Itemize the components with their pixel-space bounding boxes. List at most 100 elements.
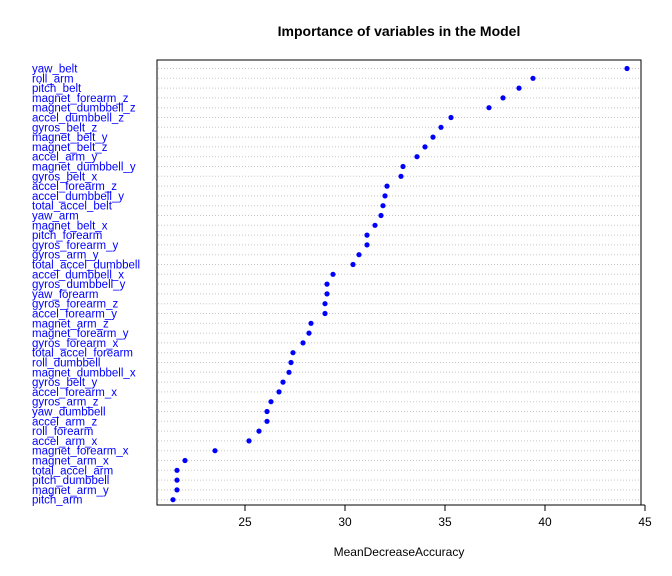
- variable-label: accel_dumbbell_y: [32, 191, 124, 203]
- variable-label: pitch_forearm: [32, 230, 102, 242]
- x-tick-label: 25: [238, 515, 252, 529]
- variable-label: magnet_forearm_z: [32, 93, 129, 105]
- data-point: [264, 408, 270, 415]
- variable-label: roll_arm: [32, 73, 74, 85]
- data-point: [380, 203, 386, 209]
- gridlines: [158, 68, 640, 501]
- data-point: [268, 399, 274, 405]
- variable-label: gyros_forearm_z: [32, 299, 119, 311]
- variable-label: roll_forearm: [32, 426, 93, 438]
- variable-label: yaw_forearm: [32, 289, 98, 301]
- variable-label: pitch_belt: [32, 83, 82, 95]
- data-point: [308, 320, 314, 326]
- variable-label: gyros_belt_x: [32, 171, 97, 183]
- variable-label: magnet_forearm_x: [32, 446, 129, 458]
- data-point: [448, 114, 454, 121]
- variable-label: gyros_arm_z: [32, 397, 99, 409]
- variable-label: roll_dumbbell: [32, 358, 100, 370]
- variable-label: yaw_belt: [32, 64, 78, 76]
- variable-label: accel_forearm_x: [32, 387, 117, 399]
- data-point: [324, 291, 330, 297]
- variable-label: total_accel_arm: [32, 465, 113, 477]
- data-point: [500, 95, 506, 101]
- variable-label: accel_arm_y: [32, 152, 97, 164]
- data-point: [400, 163, 406, 170]
- data-point: [174, 487, 180, 493]
- variable-label: accel_forearm_y: [32, 309, 117, 321]
- data-point: [372, 222, 378, 228]
- x-axis: 25 30 35 40 45: [238, 504, 652, 529]
- variable-label: magnet_dumbbell_z: [32, 103, 136, 115]
- variable-label: gyros_dumbbell_y: [32, 279, 126, 291]
- data-point: [414, 154, 420, 160]
- data-point: [364, 232, 370, 238]
- variable-label: gyros_forearm_y: [32, 240, 119, 252]
- variable-label: gyros_forearm_x: [32, 338, 119, 350]
- variable-label: yaw_dumbbell: [32, 407, 106, 419]
- data-point: [322, 301, 328, 307]
- data-point: [288, 359, 294, 366]
- variable-label: accel_forearm_z: [32, 181, 117, 193]
- variable-label: gyros_belt_z: [32, 122, 97, 134]
- data-point: [280, 379, 286, 385]
- data-point: [530, 75, 536, 81]
- variable-labels: yaw_beltroll_armpitch_beltmagnet_forearm…: [32, 64, 140, 507]
- data-point: [624, 65, 630, 72]
- plot-frame: [156, 59, 642, 506]
- x-tick-label: 35: [438, 515, 452, 529]
- data-point: [516, 85, 522, 91]
- variable-label: accel_arm_z: [32, 416, 97, 428]
- variable-label: magnet_arm_z: [32, 318, 109, 330]
- data-point: [324, 281, 330, 287]
- data-point: [246, 438, 252, 444]
- data-point: [430, 134, 436, 140]
- variable-label: pitch_dumbbell: [32, 475, 109, 487]
- data-point: [174, 467, 180, 473]
- data-point: [264, 418, 270, 424]
- variable-label: gyros_arm_y: [32, 250, 99, 262]
- variable-label: total_accel_forearm: [32, 348, 133, 360]
- data-point: [212, 448, 218, 454]
- data-point: [322, 310, 328, 317]
- data-point: [364, 242, 370, 248]
- data-point: [438, 124, 444, 130]
- data-point: [286, 369, 292, 375]
- data-point: [306, 330, 312, 336]
- variable-label: magnet_belt_z: [32, 142, 108, 154]
- data-point: [276, 389, 282, 395]
- data-point: [486, 105, 492, 111]
- variable-label: magnet_dumbbell_y: [32, 162, 136, 174]
- x-axis-label: MeanDecreaseAccuracy: [334, 545, 465, 559]
- variable-label: magnet_arm_y: [32, 485, 109, 497]
- variable-label: accel_dumbbell_x: [32, 269, 124, 281]
- data-point: [350, 261, 356, 268]
- chart-title: Importance of variables in the Model: [278, 23, 521, 39]
- data-point: [422, 144, 428, 150]
- variable-label: magnet_forearm_y: [32, 328, 129, 340]
- data-point: [290, 350, 296, 356]
- x-tick-label: 45: [638, 515, 652, 529]
- variable-label: magnet_belt_y: [32, 132, 108, 144]
- data-point: [378, 212, 384, 219]
- points: [170, 65, 630, 503]
- data-point: [170, 497, 176, 503]
- data-point: [300, 340, 306, 346]
- data-point: [182, 457, 188, 464]
- variable-label: gyros_belt_y: [32, 377, 97, 389]
- data-point: [330, 271, 336, 277]
- data-point: [174, 477, 180, 483]
- data-point: [398, 173, 404, 179]
- data-point: [356, 252, 362, 258]
- variable-label: magnet_arm_x: [32, 456, 109, 468]
- data-point: [382, 193, 388, 199]
- x-tick-label: 30: [338, 515, 352, 529]
- variable-label: yaw_arm: [32, 211, 79, 223]
- x-tick-label: 40: [538, 515, 552, 529]
- variable-label: total_accel_dumbbell: [32, 260, 140, 272]
- variable-label: magnet_dumbbell_x: [32, 367, 136, 379]
- data-point: [384, 183, 390, 189]
- variable-label: accel_arm_x: [32, 436, 97, 448]
- variable-label: magnet_belt_x: [32, 220, 108, 232]
- variable-label: pitch_arm: [32, 495, 83, 507]
